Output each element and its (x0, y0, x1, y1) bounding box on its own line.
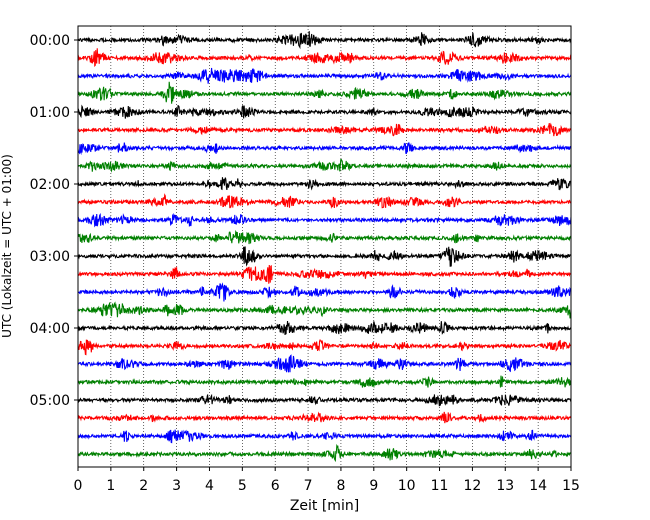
y-tick-label-0400: 04:00 (30, 321, 70, 337)
x-tick-label-6: 6 (271, 478, 280, 494)
trace-0515 (77, 411, 572, 424)
x-tick-label-9: 9 (369, 478, 378, 494)
x-tick-label-5: 5 (238, 478, 247, 494)
x-tick-label-15: 15 (562, 478, 580, 494)
trace-0015 (77, 48, 572, 68)
trace-0445 (77, 375, 572, 389)
trace-0145 (77, 158, 572, 173)
y-tick-label-0500: 05:00 (30, 393, 70, 409)
x-tick-label-13: 13 (496, 478, 514, 494)
x-tick-label-4: 4 (205, 478, 214, 494)
trace-0545 (77, 443, 572, 463)
trace-0300 (77, 246, 572, 267)
trace-0000 (77, 31, 572, 50)
x-tick-label-14: 14 (529, 478, 547, 494)
x-tick-label-7: 7 (304, 478, 313, 494)
x-tick-label-2: 2 (139, 478, 148, 494)
trace-0130 (77, 142, 572, 156)
trace-0500 (77, 393, 572, 407)
trace-0045 (77, 81, 572, 104)
plot-frame (77, 25, 572, 468)
trace-0400 (77, 320, 572, 335)
trace-0030 (77, 67, 572, 84)
x-tick-label-10: 10 (398, 478, 416, 494)
x-tick-label-12: 12 (463, 478, 481, 494)
trace-0415 (77, 338, 572, 356)
x-axis-label: Zeit [min] (290, 498, 359, 514)
y-tick-label-0300: 03:00 (30, 249, 70, 265)
x-axis-ticks: 0 1 2 3 4 5 6 7 8 9 10 11 12 13 14 15 (74, 467, 580, 494)
trace-0100 (77, 104, 572, 119)
trace-0330 (77, 282, 572, 302)
x-tick-label-0: 0 (74, 478, 83, 494)
y-tick-label-0200: 02:00 (30, 177, 70, 193)
x-tick-label-1: 1 (106, 478, 115, 494)
trace-0215 (77, 193, 572, 209)
trace-0245 (77, 229, 572, 245)
x-tick-label-3: 3 (172, 478, 181, 494)
x-tick-label-11: 11 (431, 478, 449, 494)
trace-group (77, 31, 572, 463)
x-tick-label-8: 8 (336, 478, 345, 494)
y-axis-label: UTC (Lokalzeit = UTC + 01:00) (0, 154, 14, 338)
y-tick-label-0000: 00:00 (30, 33, 70, 49)
trace-0315 (77, 264, 572, 284)
trace-0115 (77, 122, 572, 137)
trace-0345 (77, 301, 572, 319)
trace-0230 (77, 212, 572, 228)
trace-0530 (77, 429, 572, 444)
y-tick-label-0100: 01:00 (30, 105, 70, 121)
trace-0430 (77, 354, 572, 373)
y-axis-ticks: 00:00 01:00 02:00 03:00 04:00 05:00 (30, 33, 78, 409)
trace-0200 (77, 177, 572, 191)
